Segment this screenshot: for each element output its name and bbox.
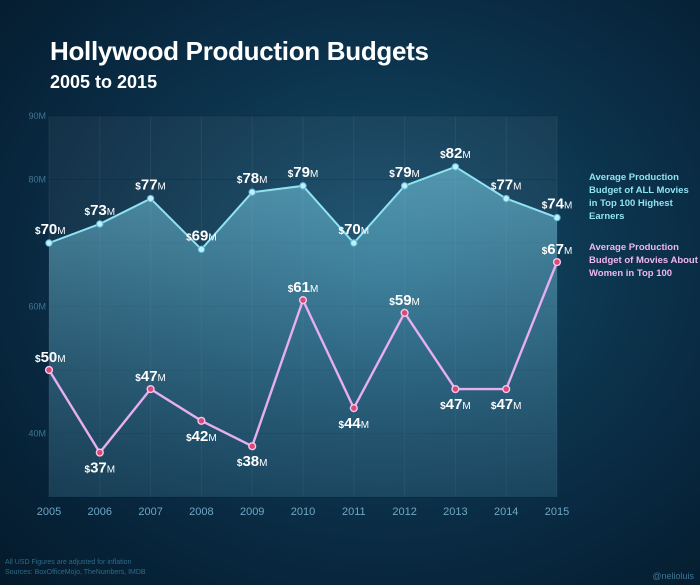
data-label: $47M	[491, 396, 522, 413]
data-label: $69M	[186, 227, 217, 244]
data-label: $37M	[85, 460, 116, 477]
point-all-movies	[197, 245, 206, 254]
data-label: $82M	[440, 145, 471, 162]
point-all-movies	[400, 182, 409, 190]
point-women-movies	[197, 416, 206, 425]
x-tick-label: 2009	[240, 506, 264, 518]
x-tick-label: 2012	[392, 506, 416, 518]
x-tick-label: 2013	[443, 506, 467, 518]
data-label: $70M	[339, 221, 370, 238]
point-women-movies	[451, 384, 460, 394]
x-tick-label: 2008	[189, 506, 213, 518]
data-label: $70M	[35, 221, 66, 238]
y-tick-label: 40M	[28, 429, 46, 439]
data-label: $38M	[237, 453, 268, 470]
point-women-movies	[95, 448, 104, 457]
data-label: $47M	[440, 396, 471, 413]
data-label: $44M	[339, 415, 370, 432]
data-label: $42M	[186, 428, 217, 445]
data-label: $79M	[288, 164, 319, 181]
data-label: $79M	[389, 164, 420, 181]
footnote: All USD Figures are adjusted for inflati…	[5, 558, 146, 578]
point-women-movies	[400, 308, 409, 317]
point-all-movies	[299, 182, 307, 190]
point-all-movies	[451, 163, 460, 171]
data-label: $78M	[237, 170, 268, 187]
data-label: $77M	[135, 177, 166, 194]
legend-women-movies: Average Production Budget of Movies Abou…	[589, 242, 698, 279]
point-women-movies	[349, 404, 358, 413]
data-label: $73M	[85, 202, 116, 219]
x-tick-label: 2014	[494, 506, 518, 518]
point-all-movies	[502, 194, 510, 203]
y-tick-label: 90M	[28, 111, 46, 121]
y-tick-label: 80M	[28, 175, 46, 185]
y-tick-label: 60M	[28, 302, 46, 312]
data-label: $67M	[542, 241, 573, 258]
x-tick-label: 2011	[342, 506, 366, 518]
point-all-movies	[146, 194, 155, 203]
point-women-movies	[552, 257, 562, 267]
legend-all-movies: Average Production Budget of ALL Movies …	[589, 172, 689, 222]
chart-title: Hollywood Production Budgets	[50, 36, 429, 66]
point-women-movies	[44, 365, 54, 375]
x-tick-label: 2010	[291, 506, 315, 518]
point-all-movies	[553, 213, 561, 222]
data-label: $59M	[389, 292, 420, 309]
point-women-movies	[146, 384, 155, 394]
x-tick-label: 2005	[37, 506, 61, 518]
data-label: $77M	[491, 177, 522, 194]
point-all-movies	[45, 239, 53, 247]
axes: 90M 80M 60M 40M 2005 2006 2007 2008 2009 2010 2011…	[28, 111, 569, 518]
data-label: $61M	[288, 279, 319, 296]
point-women-movies	[248, 442, 257, 451]
point-women-movies	[502, 384, 511, 394]
chart-marks: $70M $73M $77M $69M $78M $79M $70M $79M $82M $77M…	[35, 145, 572, 477]
footnote-sources: Sources: BoxOfficeMojo, TheNumbers, IMDB	[5, 569, 146, 576]
point-all-movies	[96, 220, 104, 228]
data-label: $50M	[35, 349, 66, 366]
x-tick-label: 2015	[545, 506, 569, 518]
chart-subtitle: 2005 to 2015	[50, 72, 158, 92]
point-all-movies	[248, 188, 256, 196]
point-all-movies	[350, 239, 358, 247]
point-women-movies	[298, 296, 308, 305]
footnote-inflation: All USD Figures are adjusted for inflati…	[5, 559, 132, 566]
area-all-movies	[49, 166, 557, 498]
author-credit: @nelioluis	[652, 571, 694, 581]
x-tick-label: 2007	[138, 506, 162, 518]
x-tick-label: 2006	[88, 506, 112, 518]
data-label: $47M	[135, 368, 166, 385]
data-label: $74M	[542, 196, 573, 213]
